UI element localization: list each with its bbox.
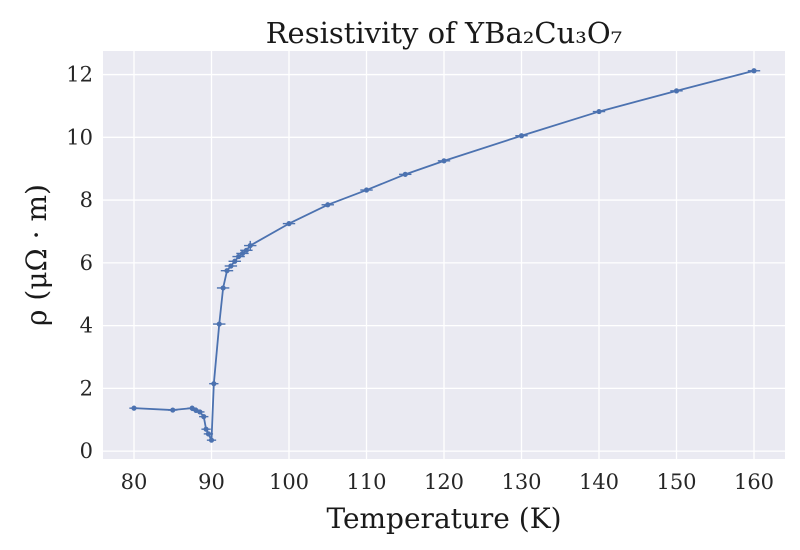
data-point	[197, 409, 203, 415]
data-point	[518, 133, 525, 139]
x-tick-label: 90	[198, 470, 225, 494]
x-tick-label: 130	[501, 470, 541, 494]
x-tick-label: 110	[346, 470, 386, 494]
data-point	[201, 414, 207, 420]
data-point	[243, 247, 249, 253]
y-tick-label: 2	[80, 376, 93, 400]
y-tick-label: 6	[80, 251, 93, 275]
data-point	[224, 268, 230, 274]
grid	[103, 51, 785, 459]
data-point	[239, 250, 246, 257]
x-tick-label: 80	[121, 470, 148, 494]
data-point	[205, 431, 211, 437]
data-point	[402, 171, 408, 177]
data-point	[325, 202, 331, 208]
x-tick-label: 100	[269, 470, 309, 494]
data-point	[247, 242, 253, 249]
x-tick-label: 160	[734, 470, 774, 494]
data-point	[441, 158, 447, 164]
y-tick-label: 12	[66, 63, 93, 87]
data-point	[170, 407, 176, 413]
data-point	[363, 187, 370, 193]
data-point	[751, 68, 757, 74]
data-point	[228, 263, 234, 269]
x-tick-label: 140	[579, 470, 619, 494]
data-point	[673, 88, 680, 94]
y-axis-label: ρ (μΩ · m)	[20, 184, 53, 326]
data-point	[232, 258, 238, 264]
data-points	[131, 68, 757, 443]
data-point	[189, 405, 195, 411]
chart-title: Resistivity of YBa₂Cu₃O₇	[266, 16, 623, 50]
data-point	[216, 321, 222, 327]
x-tick-label: 150	[656, 470, 696, 494]
series-line	[133, 69, 755, 442]
data-point	[211, 381, 217, 387]
y-tick-label: 8	[80, 188, 93, 212]
y-tick-label: 4	[80, 314, 93, 338]
x-tick-labels: 80 90 100 110 120 130 140 150 160	[121, 470, 774, 494]
x-axis-label: Temperature (K)	[326, 502, 561, 535]
y-tick-labels: 0 2 4 6 8 10 12	[66, 63, 93, 464]
data-point	[596, 108, 602, 115]
data-point	[286, 221, 292, 227]
y-tick-label: 0	[80, 439, 93, 463]
data-point	[203, 426, 209, 432]
y-tick-label: 10	[66, 125, 93, 149]
data-point	[208, 437, 215, 443]
data-point	[236, 253, 242, 260]
data-point	[131, 405, 137, 411]
x-tick-label: 120	[424, 470, 464, 494]
data-point	[220, 285, 226, 291]
